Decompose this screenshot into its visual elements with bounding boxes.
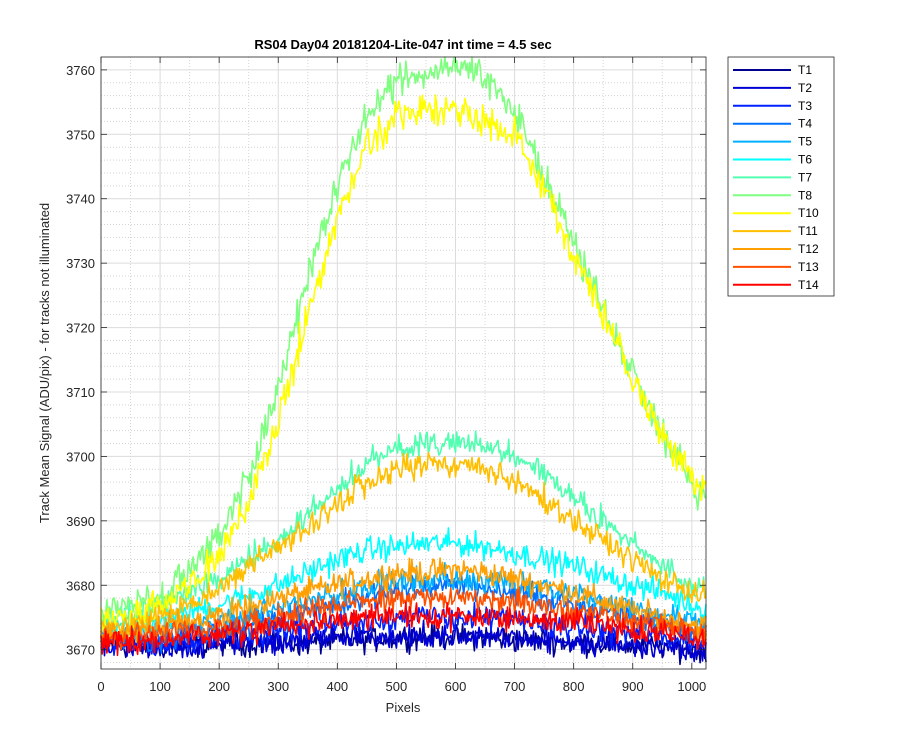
- x-tick-label: 200: [208, 679, 230, 694]
- legend-label-t13: T13: [798, 260, 819, 274]
- y-tick-label: 3730: [66, 256, 95, 271]
- legend-label-t11: T11: [798, 224, 818, 238]
- plot-frame: [100, 56, 707, 670]
- x-tick-label: 400: [326, 679, 348, 694]
- series-layer: [100, 56, 707, 666]
- y-axis-label: Track Mean Signal (ADU/pix) - for tracks…: [37, 203, 52, 523]
- y-tick-label: 3720: [66, 321, 95, 336]
- y-tick-label: 3690: [66, 514, 95, 529]
- legend-label-t3: T3: [798, 99, 812, 113]
- y-tick-label: 3750: [66, 127, 95, 142]
- x-tick-label: 1000: [677, 679, 706, 694]
- y-tick-label: 3710: [66, 385, 95, 400]
- y-tick-label: 3670: [66, 643, 95, 658]
- legend-label-t12: T12: [798, 242, 819, 256]
- legend-label-t2: T2: [798, 81, 812, 95]
- legend: T1 T2 T3 T4 T5 T6 T7 T8 T10 T11 T12 T13 T14: [727, 56, 835, 297]
- series-line-t6: [100, 527, 707, 639]
- legend-label-t10: T10: [798, 206, 819, 220]
- x-tick-labels: 0 100 200 300 400 500 600 700 800 900 1000: [97, 679, 706, 694]
- x-tick-label: 900: [622, 679, 644, 694]
- chart-title: RS04 Day04 20181204-Lite-047 int time = …: [254, 37, 551, 52]
- series-line-t12: [100, 557, 707, 645]
- x-tick-label: 800: [563, 679, 585, 694]
- y-tick-label: 3740: [66, 192, 95, 207]
- x-tick-label: 500: [386, 679, 408, 694]
- y-tick-label: 3680: [66, 578, 95, 593]
- tick-marks: [100, 57, 706, 669]
- series-line-t3: [100, 601, 707, 657]
- series-line-t10: [100, 94, 707, 636]
- legend-label-t14: T14: [798, 278, 819, 292]
- series-line-t7: [100, 430, 707, 630]
- x-tick-label: 700: [504, 679, 526, 694]
- x-tick-label: 300: [267, 679, 289, 694]
- plot-area: [101, 57, 706, 669]
- y-tick-label: 3760: [66, 63, 95, 78]
- legend-label-t5: T5: [798, 135, 812, 149]
- legend-label-t4: T4: [798, 117, 812, 131]
- series-line-t11: [100, 451, 707, 639]
- legend-label-t7: T7: [798, 170, 812, 184]
- y-tick-labels: 3670 3680 3690 3700 3710 3720 3730 3740 3750 3760: [66, 63, 95, 658]
- legend-label-t8: T8: [798, 188, 812, 202]
- series-line-t2: [100, 619, 707, 663]
- x-tick-label: 100: [149, 679, 171, 694]
- y-tick-label: 3700: [66, 449, 95, 464]
- legend-label-t6: T6: [798, 153, 812, 167]
- x-tick-label: 0: [97, 679, 104, 694]
- x-axis-label: Pixels: [386, 700, 421, 715]
- legend-label-t1: T1: [798, 63, 812, 77]
- series-line-t14: [100, 601, 707, 657]
- x-tick-label: 600: [445, 679, 467, 694]
